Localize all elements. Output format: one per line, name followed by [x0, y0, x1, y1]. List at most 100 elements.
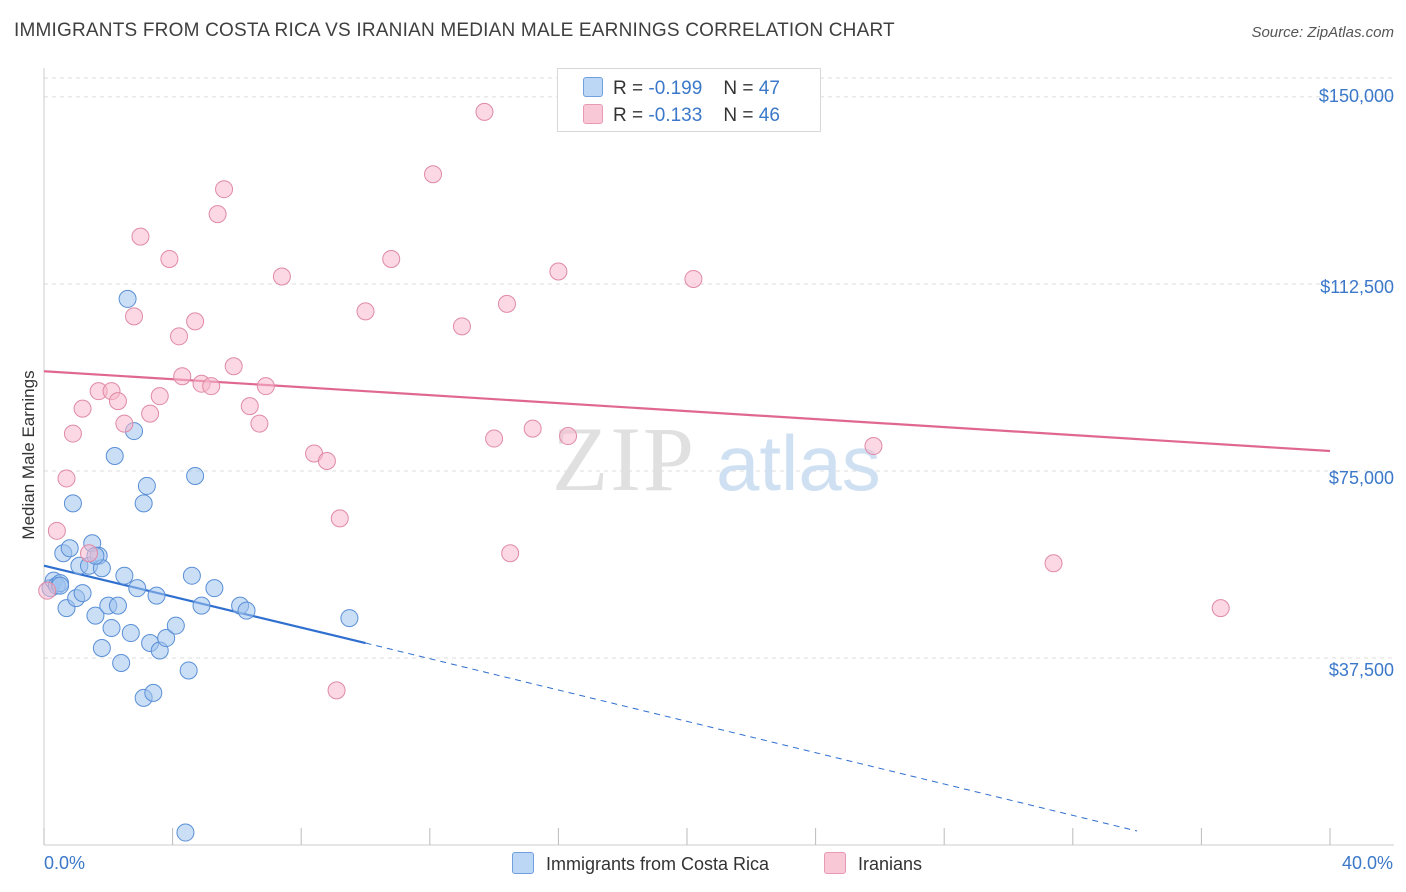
- legend-row-iranians: R = -0.133 N = 46: [583, 104, 780, 127]
- data-point: [160, 250, 179, 269]
- data-point: [63, 424, 82, 443]
- data-point: [382, 250, 401, 269]
- data-point: [157, 629, 176, 648]
- y-tick-label: $150,000: [1318, 86, 1394, 106]
- data-point: [121, 624, 140, 643]
- data-point: [57, 469, 76, 488]
- legend-swatch-blue: [512, 852, 534, 874]
- legend-label-iranians: Iranians: [858, 854, 923, 874]
- data-point: [125, 307, 144, 326]
- data-point: [202, 377, 221, 396]
- data-point: [864, 437, 883, 456]
- legend-n-value: 46: [758, 105, 780, 126]
- data-point: [497, 294, 516, 313]
- data-point: [176, 823, 195, 842]
- watermark-zip: ZIP: [552, 408, 696, 510]
- series-1: [38, 102, 1230, 700]
- data-point: [549, 262, 568, 281]
- data-point: [137, 476, 156, 495]
- data-point: [327, 681, 346, 700]
- data-point: [73, 399, 92, 418]
- legend-item-iranians[interactable]: Iranians: [824, 852, 922, 875]
- data-point: [215, 180, 234, 199]
- y-tick-label: $112,500: [1320, 277, 1394, 297]
- watermark: ZIP atlas: [552, 408, 881, 510]
- legend-swatch-pink: [824, 852, 846, 874]
- series-legend: Immigrants from Costa Rica Iranians: [0, 852, 1406, 878]
- legend-item-costa-rica[interactable]: Immigrants from Costa Rica: [512, 852, 769, 875]
- x-tick-label-max: 40.0%: [1341, 853, 1393, 873]
- data-point: [80, 544, 99, 563]
- data-point: [38, 581, 57, 600]
- data-point: [141, 404, 160, 423]
- y-tick-label: $37,500: [1328, 660, 1394, 680]
- data-point: [1211, 599, 1230, 618]
- data-point: [173, 367, 192, 386]
- data-point: [452, 317, 471, 336]
- legend-n-label: N =: [723, 105, 754, 126]
- data-point: [150, 387, 169, 406]
- data-point: [475, 102, 494, 121]
- data-point: [115, 414, 134, 433]
- correlation-legend: R = -0.199 N = 47 R = -0.133 N = 46: [557, 68, 821, 132]
- chart-source: Source: ZipAtlas.com: [1251, 24, 1394, 41]
- data-point: [317, 451, 336, 470]
- data-point: [128, 579, 147, 598]
- data-point: [112, 653, 131, 672]
- data-point: [170, 327, 189, 346]
- data-point: [182, 566, 201, 585]
- data-point: [250, 414, 269, 433]
- data-point: [684, 269, 703, 288]
- data-point: [237, 601, 256, 620]
- watermark-atlas: atlas: [716, 419, 881, 507]
- data-point: [523, 419, 542, 438]
- data-point: [108, 596, 127, 615]
- axes: [43, 68, 1394, 846]
- legend-r-label: R =: [613, 78, 644, 99]
- data-point: [559, 427, 578, 446]
- legend-n-value: 47: [758, 78, 780, 99]
- data-point: [92, 639, 111, 658]
- data-point: [105, 447, 124, 466]
- x-tick-label-min: 0.0%: [44, 853, 86, 873]
- data-point: [102, 619, 121, 638]
- data-point: [501, 544, 520, 563]
- y-tick-label: $75,000: [1328, 468, 1394, 488]
- data-point: [424, 165, 443, 184]
- data-point: [205, 579, 224, 598]
- data-point: [47, 521, 66, 540]
- data-point: [356, 302, 375, 321]
- legend-swatch-pink: [583, 104, 603, 124]
- data-point: [179, 661, 198, 680]
- legend-row-costa-rica: R = -0.199 N = 47: [583, 77, 780, 100]
- data-point: [186, 466, 205, 485]
- legend-r-label: R =: [613, 105, 644, 126]
- data-point: [131, 227, 150, 246]
- data-point: [147, 586, 166, 605]
- legend-swatch-blue: [583, 77, 603, 97]
- y-axis-label: Median Male Earnings: [19, 370, 38, 540]
- data-point: [485, 429, 504, 448]
- data-point: [144, 683, 163, 702]
- data-point: [86, 606, 105, 625]
- data-point: [166, 616, 185, 635]
- data-point: [1044, 554, 1063, 573]
- points-layer: [38, 102, 1230, 842]
- chart-title: IMMIGRANTS FROM COSTA RICA VS IRANIAN ME…: [14, 20, 895, 41]
- data-point: [73, 584, 92, 603]
- data-point: [272, 267, 291, 286]
- gridlines: [44, 77, 1394, 659]
- legend-label-costa-rica: Immigrants from Costa Rica: [546, 854, 770, 874]
- series-0: [41, 289, 359, 842]
- data-point: [63, 494, 82, 513]
- data-point: [192, 596, 211, 615]
- data-point: [108, 392, 127, 411]
- trend-extension-0: [365, 642, 1138, 832]
- data-point: [134, 494, 153, 513]
- legend-r-value: -0.133: [648, 105, 703, 126]
- data-point: [330, 509, 349, 528]
- data-point: [186, 312, 205, 331]
- legend-r-value: -0.199: [648, 78, 703, 99]
- data-point: [240, 397, 259, 416]
